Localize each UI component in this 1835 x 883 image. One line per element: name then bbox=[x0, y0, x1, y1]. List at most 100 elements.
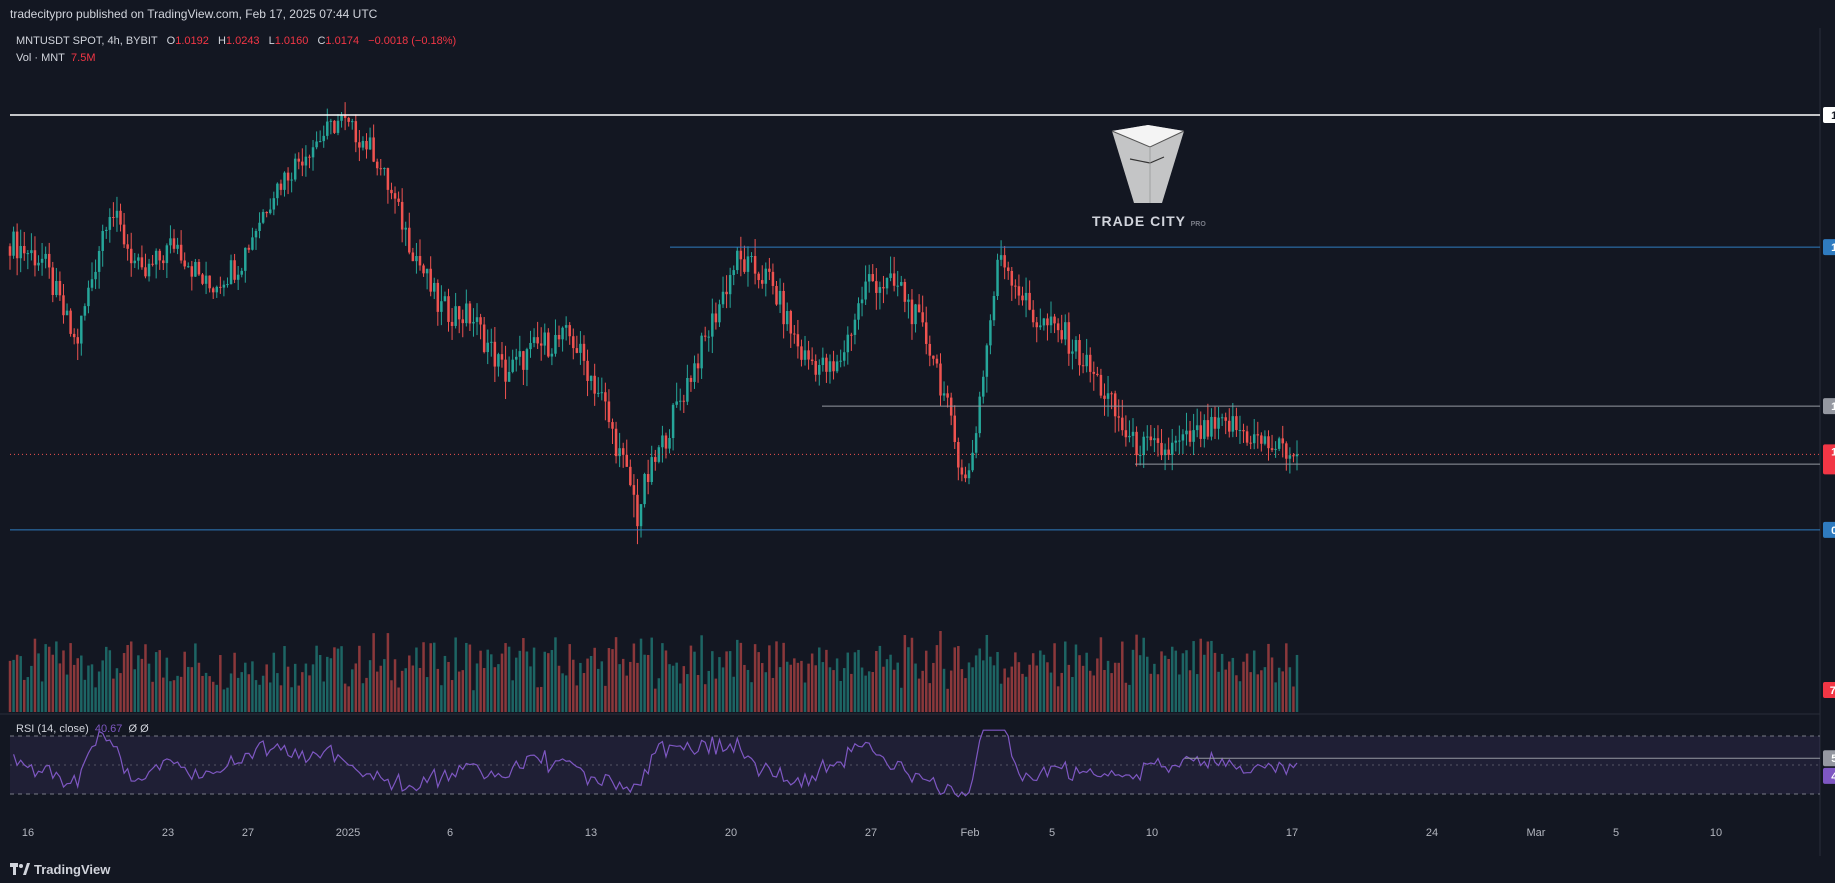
volume-bar bbox=[432, 642, 436, 712]
candle-body bbox=[732, 270, 735, 276]
candle-body bbox=[190, 266, 194, 277]
volume-bar bbox=[144, 644, 147, 712]
volume-bar bbox=[693, 651, 696, 712]
volume-bar bbox=[172, 680, 176, 712]
volume-bar bbox=[425, 677, 429, 712]
volume-bar bbox=[326, 656, 329, 712]
volume-bar bbox=[390, 680, 393, 712]
volume-bar bbox=[365, 677, 368, 712]
volume-bar bbox=[58, 663, 62, 712]
candle-body bbox=[1274, 448, 1277, 450]
candle-body bbox=[261, 211, 265, 223]
candle-body bbox=[703, 335, 707, 337]
candle-body bbox=[825, 357, 828, 372]
time-tick-label: 2025 bbox=[336, 827, 360, 839]
volume-bar bbox=[479, 650, 482, 712]
volume-bar bbox=[40, 681, 44, 712]
volume-bar bbox=[468, 644, 472, 712]
candle-body bbox=[208, 275, 211, 289]
candle-body bbox=[254, 231, 258, 238]
volume-bar bbox=[1270, 657, 1274, 712]
volume-bar bbox=[828, 667, 832, 712]
candle-body bbox=[137, 257, 140, 261]
volume-bar bbox=[115, 668, 119, 712]
volume-bar bbox=[1096, 658, 1099, 712]
candle-body bbox=[593, 375, 596, 394]
volume-bar bbox=[728, 651, 732, 712]
volume-bar bbox=[254, 680, 258, 712]
volume-bar bbox=[1024, 676, 1028, 712]
candle-body bbox=[343, 115, 347, 118]
volume-bar bbox=[1092, 675, 1096, 712]
candle-body bbox=[1121, 417, 1124, 431]
volume-bar bbox=[678, 683, 682, 712]
volume-bar bbox=[26, 677, 30, 712]
volume-bar bbox=[1181, 653, 1185, 712]
symbol-label: MNTUSDT SPOT, 4h, BYBIT bbox=[16, 35, 158, 47]
candle-body bbox=[169, 238, 172, 246]
volume-bar bbox=[600, 661, 604, 712]
volume-bar bbox=[1006, 677, 1010, 712]
volume-bar bbox=[1121, 641, 1124, 712]
volume-bar bbox=[1295, 654, 1299, 712]
volume-bar bbox=[557, 665, 561, 712]
volume-bar bbox=[711, 651, 714, 712]
candle-body bbox=[700, 335, 703, 369]
last-price-badge bbox=[1823, 444, 1835, 475]
watermark-text: TRADE CITY bbox=[1092, 213, 1186, 229]
candle-body bbox=[400, 201, 404, 230]
candle-body bbox=[461, 319, 465, 324]
change-value: −0.0018 (−0.18%) bbox=[368, 35, 457, 47]
candle-series bbox=[8, 102, 1299, 712]
volume-bar bbox=[529, 666, 532, 712]
candle-body bbox=[69, 310, 72, 334]
candle-body bbox=[1220, 417, 1224, 419]
time-tick-label: 24 bbox=[1426, 827, 1438, 839]
candle-body bbox=[671, 404, 675, 439]
volume-bar bbox=[1124, 682, 1128, 712]
candle-body bbox=[15, 231, 19, 259]
time-tick-label: 5 bbox=[1049, 827, 1055, 839]
volume-label: Vol · MNT bbox=[16, 52, 65, 64]
volume-bar bbox=[967, 662, 971, 712]
volume-bar bbox=[400, 670, 404, 712]
level-badge-label: 0.9490 bbox=[1831, 525, 1835, 537]
volume-bar bbox=[1146, 656, 1149, 712]
candle-body bbox=[1281, 438, 1284, 444]
candle-body bbox=[1210, 416, 1213, 437]
candle-body bbox=[33, 250, 37, 266]
volume-bar bbox=[1110, 673, 1113, 712]
candle-body bbox=[889, 273, 892, 278]
volume-bar bbox=[764, 672, 768, 712]
volume-bar bbox=[522, 638, 525, 712]
volume-bar bbox=[696, 675, 700, 712]
volume-bar bbox=[450, 680, 454, 712]
volume-bar bbox=[860, 667, 864, 712]
candle-body bbox=[176, 244, 179, 249]
volume-bar bbox=[878, 645, 882, 712]
volume-bar bbox=[1042, 654, 1046, 712]
time-tick-label: 6 bbox=[447, 827, 453, 839]
candle-body bbox=[133, 260, 137, 264]
candle-body bbox=[543, 332, 547, 346]
volume-bar bbox=[999, 683, 1003, 712]
price-chart[interactable]: 1.50001.45001.40001.35001.30001.25001.21… bbox=[0, 0, 1835, 856]
candle-body bbox=[1181, 434, 1185, 441]
candle-body bbox=[1056, 323, 1060, 331]
volume-bar bbox=[1088, 670, 1092, 712]
candle-body bbox=[479, 317, 482, 325]
candle-body bbox=[390, 189, 393, 194]
volume-bar bbox=[1010, 666, 1014, 712]
volume-bar bbox=[461, 670, 465, 712]
level-badge bbox=[1823, 398, 1835, 415]
candle-body bbox=[1113, 393, 1117, 417]
volume-badge bbox=[1823, 682, 1835, 698]
volume-bar bbox=[286, 666, 290, 712]
candle-body bbox=[661, 435, 664, 448]
volume-bar bbox=[1178, 674, 1181, 712]
candle-body bbox=[311, 147, 315, 158]
candle-body bbox=[425, 268, 429, 274]
candle-body bbox=[629, 466, 632, 486]
candle-body bbox=[896, 285, 899, 287]
candle-body bbox=[600, 392, 604, 394]
